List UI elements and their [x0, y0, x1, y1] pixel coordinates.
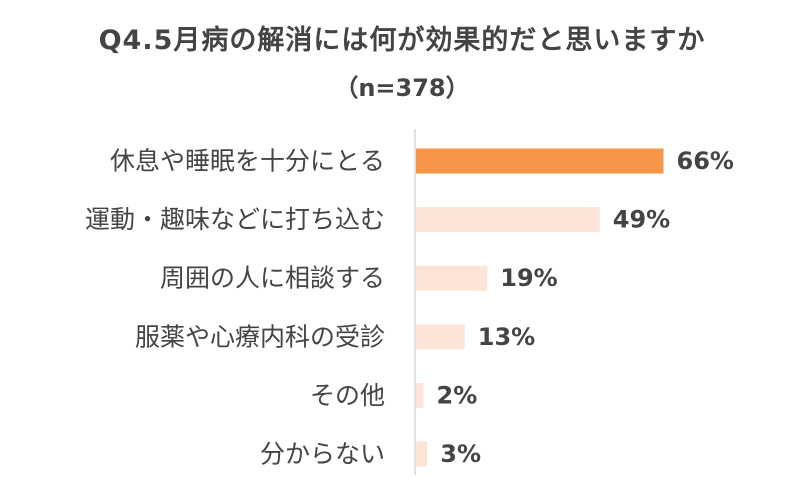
bar	[416, 265, 488, 291]
bar	[416, 441, 428, 467]
bar	[416, 148, 664, 174]
chart-title: Q4.5月病の解消には何が効果的だと思いますか	[98, 25, 706, 56]
chart-subtitle: （n=378）	[334, 74, 470, 102]
bar-value-label: 3%	[440, 440, 481, 468]
bar-value-label: 49%	[613, 206, 670, 234]
bar	[416, 324, 465, 350]
category-label: 分からない	[260, 440, 385, 469]
category-label: その他	[310, 381, 385, 410]
bar-value-label: 66%	[677, 147, 734, 175]
bar	[416, 207, 600, 233]
category-label: 運動・趣味などに打ち込む	[85, 205, 385, 234]
bar-value-label: 19%	[500, 264, 557, 292]
category-label: 休息や睡眠を十分にとる	[110, 147, 385, 176]
bar-value-label: 2%	[437, 381, 478, 409]
bar	[416, 382, 424, 408]
bar-value-label: 13%	[478, 323, 535, 351]
category-label: 服薬や心療内科の受診	[135, 322, 385, 351]
category-label: 周囲の人に相談する	[160, 264, 385, 293]
